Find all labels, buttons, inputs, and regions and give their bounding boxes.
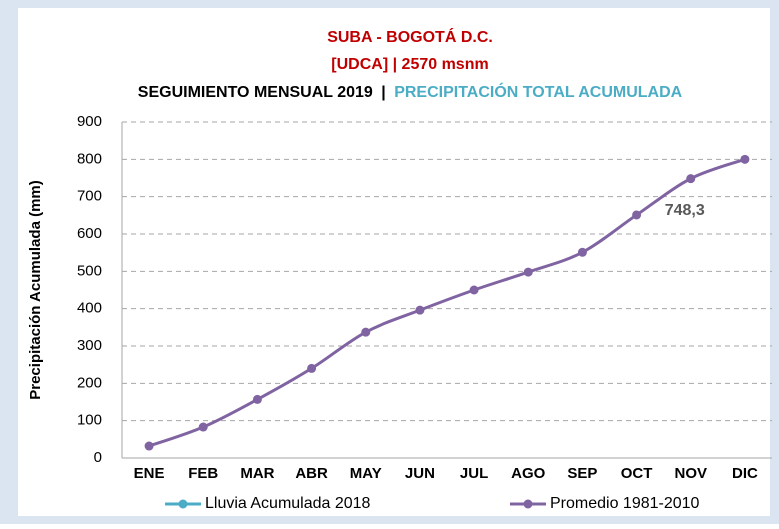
- y-tick-label: 500: [77, 262, 102, 279]
- x-tick-label: FEB: [188, 465, 218, 482]
- heading-part: PRECIPITACIÓN TOTAL ACUMULADA: [394, 82, 682, 101]
- chart-heading: SEGUIMIENTO MENSUAL 2019 | PRECIPITACIÓN…: [138, 82, 683, 101]
- marker: [523, 267, 533, 277]
- marker: [415, 305, 425, 315]
- y-axis-title: Precipitación Acumulada (mm): [27, 180, 44, 400]
- x-tick-label: JUN: [405, 465, 435, 482]
- y-tick-label: 700: [77, 188, 102, 205]
- x-tick-label: JUL: [460, 465, 488, 482]
- marker: [632, 210, 642, 220]
- marker: [740, 154, 750, 164]
- y-tick-label: 800: [77, 150, 102, 167]
- x-tick-label: OCT: [621, 465, 653, 482]
- y-tick-label: 100: [77, 412, 102, 429]
- heading-part: SEGUIMIENTO MENSUAL 2019: [138, 84, 373, 101]
- x-tick-label: NOV: [674, 465, 707, 482]
- y-tick-label: 900: [77, 113, 102, 130]
- y-tick-label: 200: [77, 374, 102, 391]
- legend-label: Promedio 1981-2010: [550, 495, 700, 512]
- chart-title: SUBA - BOGOTÁ D.C.: [327, 27, 493, 46]
- marker: [198, 422, 208, 432]
- panel: [18, 8, 770, 516]
- y-tick-label: 0: [94, 449, 102, 466]
- marker: [252, 394, 262, 404]
- x-tick-label: ABR: [295, 465, 328, 482]
- x-tick-label: DIC: [732, 465, 758, 482]
- x-tick-label: SEP: [567, 465, 597, 482]
- marker: [144, 441, 154, 451]
- x-tick-label: MAY: [350, 465, 382, 482]
- y-tick-label: 400: [77, 300, 102, 317]
- x-tick-label: MAR: [240, 465, 274, 482]
- legend-marker: [178, 499, 188, 509]
- data-label: 748,3: [665, 202, 705, 219]
- y-tick-label: 600: [77, 225, 102, 242]
- marker: [469, 285, 479, 295]
- x-tick-label: AGO: [511, 465, 546, 482]
- x-tick-label: ENE: [134, 465, 165, 482]
- marker: [307, 363, 317, 373]
- marker: [686, 174, 696, 184]
- legend-label: Lluvia Acumulada 2018: [205, 495, 371, 512]
- marker: [361, 327, 371, 337]
- y-tick-label: 300: [77, 337, 102, 354]
- chart-subtitle: [UDCA] | 2570 msnm: [331, 56, 488, 73]
- marker: [577, 247, 587, 257]
- legend-marker: [523, 499, 533, 509]
- heading-separator: |: [381, 84, 385, 101]
